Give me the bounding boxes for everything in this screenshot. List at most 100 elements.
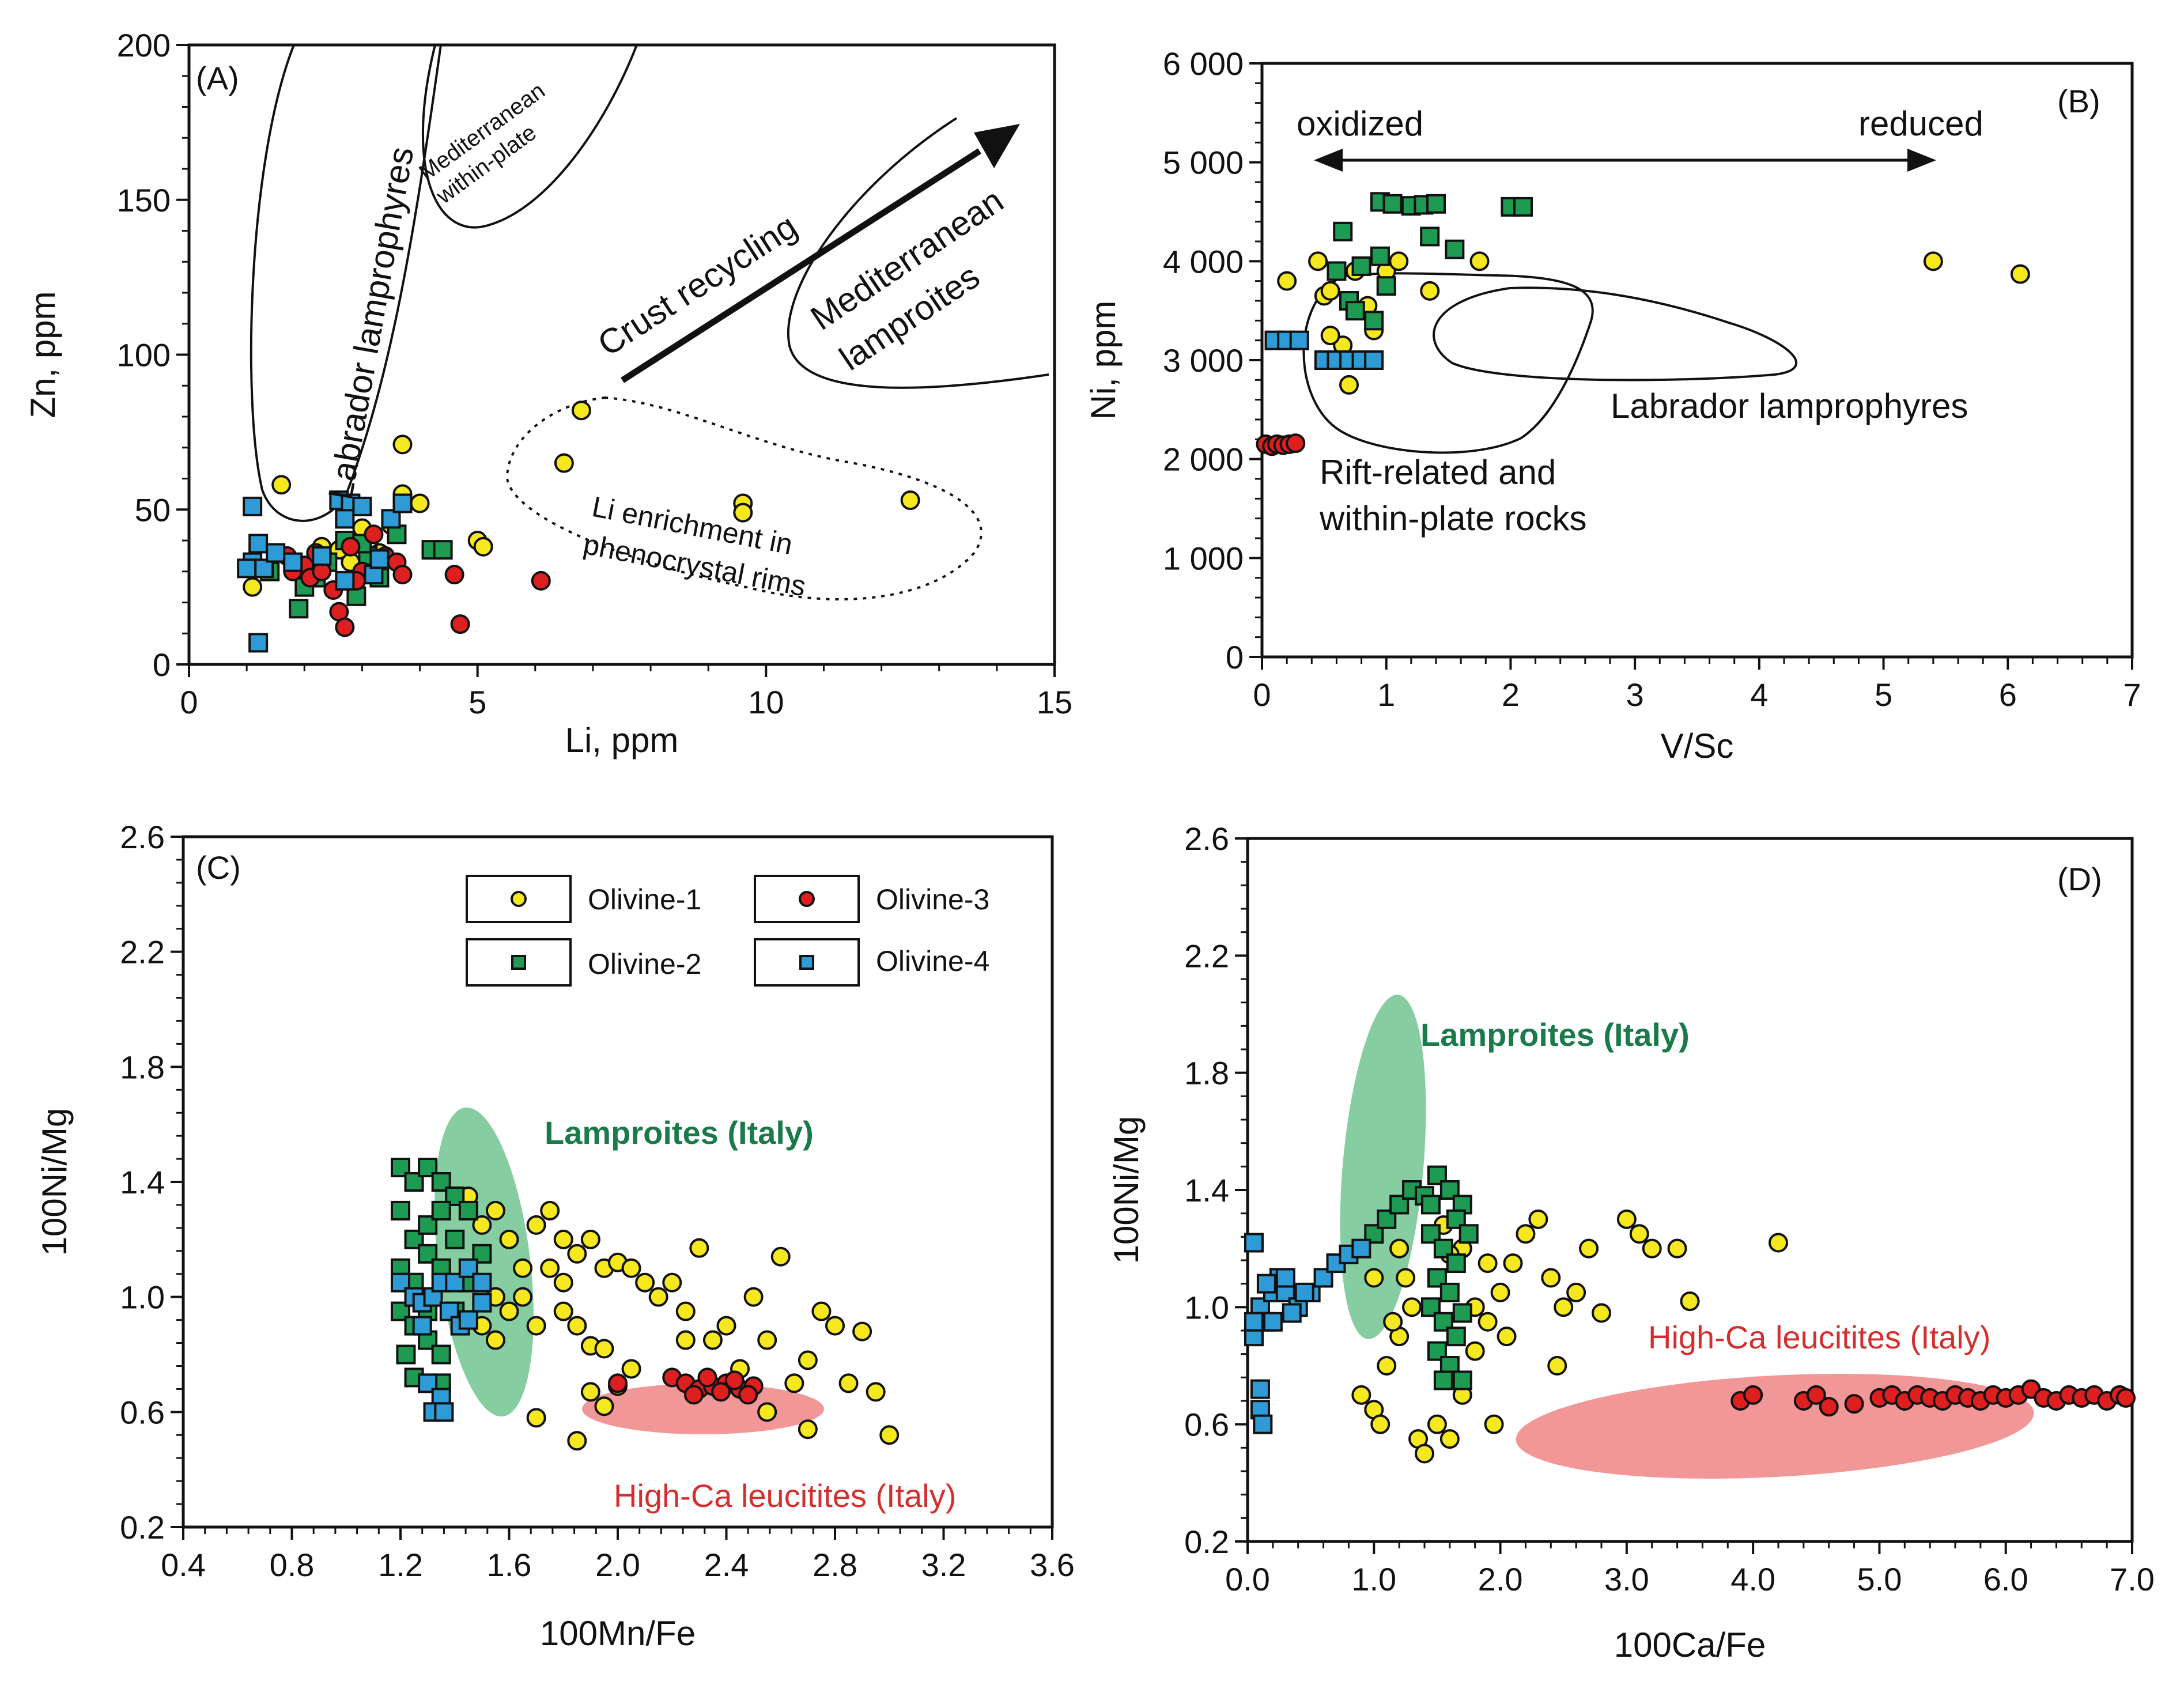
panel-d-x-tick-label: 1.0	[1351, 1561, 1396, 1597]
rift-related-label-1: Rift-related and	[1320, 453, 1556, 492]
panel-b-x-tick-label: 6	[1999, 677, 2017, 713]
redox-arrowhead-left	[1314, 149, 1343, 172]
panel-b-y-tick-label: 5 000	[1163, 145, 1244, 181]
panel-b-point-olivine-4	[1364, 350, 1384, 370]
panel-a-point-olivine-1	[554, 453, 574, 473]
panel-b-point-olivine-1	[1320, 281, 1340, 301]
panel-d-point-olivine-1	[1516, 1224, 1536, 1244]
panel-c-x-tick-label: 1.6	[487, 1547, 532, 1583]
panel-c-point-olivine-4	[445, 1272, 465, 1293]
panel-d-point-olivine-2	[1427, 1341, 1447, 1361]
panel-d-point-olivine-1	[1541, 1268, 1561, 1288]
panel-b-x-tick-label: 0	[1253, 677, 1271, 713]
panel-a-point-olivine-2	[289, 599, 309, 619]
panel-b-point-olivine-2	[1382, 194, 1403, 214]
panel-d-y-tick-label: 2.2	[1184, 938, 1229, 974]
labrador-lamprophyres-outline	[250, 44, 442, 522]
panel-c-point-olivine-2	[391, 1200, 410, 1221]
panel-a-point-olivine-4	[266, 543, 286, 563]
panel-a-point-olivine-4	[312, 546, 332, 566]
panel-b-y-tick-label: 2 000	[1163, 441, 1244, 478]
panel-c-point-olivine-4	[418, 1373, 438, 1393]
panel-b-axes: 0 1 2 3 4 5 6 7 0 1 000 2 000 3 000 4 000 5 000 6 000 V…	[1084, 46, 2141, 765]
panel-d-point-olivine-1	[1554, 1297, 1574, 1317]
panel-b-point-olivine-2	[1327, 261, 1347, 281]
panel-a-point-olivine-4	[335, 509, 355, 529]
legend-marker-olivine-2	[511, 955, 526, 970]
panel-d-annotations: (D) Lamproites (Italy) High-Ca leucitite…	[1420, 861, 2102, 1355]
panel-b-fields	[1302, 149, 1936, 454]
panel-d-y-tick-label: 1.0	[1184, 1289, 1229, 1325]
panel-b-point-olivine-2	[1426, 194, 1446, 214]
panel-c-point-olivine-1	[540, 1258, 560, 1278]
panel-a-point-olivine-1	[733, 502, 753, 523]
panel-b-y-tick-label: 3 000	[1163, 342, 1244, 379]
panel-d-point-olivine-1	[1478, 1312, 1498, 1332]
panel-c-y-tick-label: 1.4	[120, 1164, 165, 1200]
panel-b-y-tick-label: 1 000	[1163, 540, 1244, 576]
panel-c-y-tick-label: 1.0	[120, 1279, 165, 1316]
panel-c-point-olivine-1	[540, 1200, 560, 1221]
panel-d-point-olivine-3	[2116, 1388, 2136, 1408]
mediterranean-within-plate-outline	[421, 44, 638, 229]
panel-c-points	[391, 1158, 900, 1451]
panel-d-point-olivine-2	[1439, 1282, 1460, 1302]
legend-box-olivine-2	[466, 938, 572, 987]
panel-a-point-olivine-3	[392, 565, 413, 585]
panel-c-point-olivine-1	[594, 1396, 614, 1416]
panel-a-point-olivine-2	[433, 540, 453, 560]
panel-c-point-olivine-1	[567, 1244, 587, 1264]
panel-a-point-olivine-3	[444, 565, 464, 585]
panel-c-point-olivine-1	[675, 1330, 696, 1350]
panel-c-point-olivine-4	[472, 1272, 492, 1293]
panel-b-point-olivine-1	[1469, 251, 1490, 271]
panel-c-x-tick-label: 1.2	[378, 1547, 423, 1583]
panel-d-point-olivine-2	[1452, 1303, 1472, 1323]
panel-a-y-tick-label: 150	[117, 182, 171, 218]
panel-d-point-olivine-1	[1490, 1282, 1510, 1302]
panel-b-point-olivine-2	[1420, 226, 1440, 247]
panel-a-point-olivine-4	[254, 558, 274, 579]
panel-d-point-olivine-1	[1465, 1341, 1485, 1361]
panel-d-point-olivine-2	[1420, 1195, 1441, 1215]
panel-c-point-olivine-3	[683, 1385, 704, 1405]
panel-d-point-olivine-1	[1427, 1414, 1447, 1434]
panel-d-point-olivine-4	[1244, 1233, 1264, 1253]
panel-c-point-olivine-4	[439, 1301, 459, 1321]
panel-c-point-olivine-1	[635, 1272, 655, 1293]
panel-a-point-olivine-1	[243, 577, 263, 597]
panel-c-point-olivine-1	[621, 1258, 641, 1278]
panel-c-point-olivine-3	[711, 1382, 731, 1402]
panel-d-point-olivine-4	[1351, 1238, 1371, 1259]
leucitites-italy-field-c	[582, 1384, 824, 1434]
crust-recycling-arrowhead	[974, 124, 1020, 168]
panel-b-point-olivine-3	[1286, 433, 1306, 454]
panel-d-point-olivine-4	[1253, 1414, 1273, 1434]
panel-c-x-tick-label: 0.8	[270, 1547, 315, 1583]
panel-a-point-olivine-1	[392, 434, 413, 455]
panel-d-point-olivine-2	[1433, 1238, 1453, 1259]
panel-c-point-olivine-1	[580, 1229, 600, 1249]
panel-c-point-olivine-1	[879, 1425, 900, 1445]
legend-box-olivine-1	[466, 875, 572, 923]
panel-d-point-olivine-4	[1275, 1268, 1295, 1288]
panel-d-y-tick-label: 0.2	[1184, 1524, 1229, 1560]
panel-a-y-tick-label: 50	[135, 492, 171, 528]
panel-d-point-olivine-2	[1458, 1224, 1479, 1244]
panel-a-point-olivine-3	[450, 614, 470, 634]
panel-d-point-olivine-1	[1497, 1327, 1517, 1347]
panel-d-point-olivine-1	[1402, 1297, 1422, 1317]
panel-b-point-olivine-1	[1339, 375, 1359, 395]
panel-d-point-olivine-2	[1433, 1370, 1453, 1391]
panel-c-x-tick-label: 2.8	[813, 1547, 857, 1583]
panel-b-x-axis-title: V/Sc	[1661, 727, 1734, 765]
panel-c-point-olivine-1	[798, 1350, 818, 1370]
panel-d-y-tick-label: 2.6	[1184, 821, 1229, 857]
panel-a-x-tick-label: 15	[1037, 684, 1072, 720]
panel-a-fields	[250, 44, 1049, 600]
panel-b-points	[1256, 192, 2030, 456]
panel-b-point-olivine-4	[1289, 330, 1309, 350]
panel-a-point-olivine-1	[410, 493, 430, 513]
panel-c-point-olivine-1	[825, 1316, 845, 1336]
